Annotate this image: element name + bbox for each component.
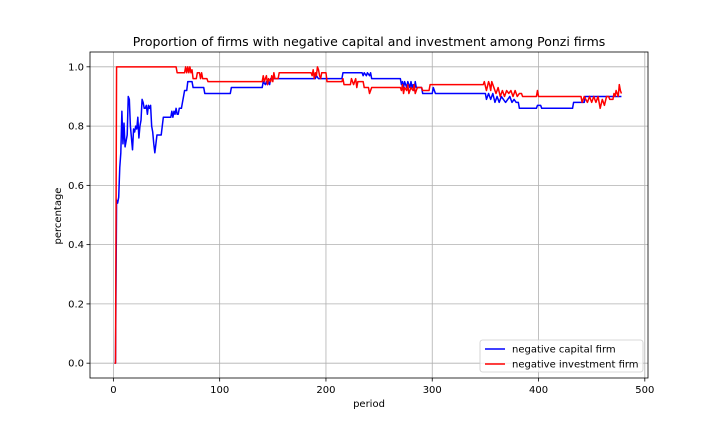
y-tick-label: 0.8	[68, 122, 84, 133]
x-axis-label: period	[353, 399, 385, 410]
legend-label: negative capital firm	[512, 345, 616, 356]
y-tick-label: 0.0	[68, 359, 84, 370]
y-tick-label: 0.2	[68, 299, 84, 310]
axes: 0 100 200 300 400 500 0.0 0.2 0.4 0.6 0.8 1.0	[68, 51, 654, 396]
y-tick-label: 1.0	[68, 62, 84, 73]
x-tick-label: 400	[529, 385, 548, 396]
series-line-negative-capital	[114, 72, 622, 364]
plot-frame	[89, 51, 649, 379]
plot-series	[114, 66, 623, 364]
legend-box	[479, 339, 644, 373]
x-tick-label: 100	[210, 385, 229, 396]
y-tick-label: 0.6	[68, 181, 84, 192]
x-tick-label: 300	[423, 385, 442, 396]
series-line-negative-investment	[114, 66, 623, 364]
legend-label: negative investment firm	[512, 360, 639, 371]
x-tick-label: 500	[635, 385, 654, 396]
chart-title: Proportion of firms with negative capita…	[133, 34, 606, 49]
x-tick-label: 200	[316, 385, 335, 396]
legend: negative capital firm negative investment…	[479, 339, 644, 373]
x-tick-label: 0	[110, 385, 116, 396]
y-tick-label: 0.4	[68, 240, 84, 251]
y-axis-label: percentage	[53, 188, 64, 245]
